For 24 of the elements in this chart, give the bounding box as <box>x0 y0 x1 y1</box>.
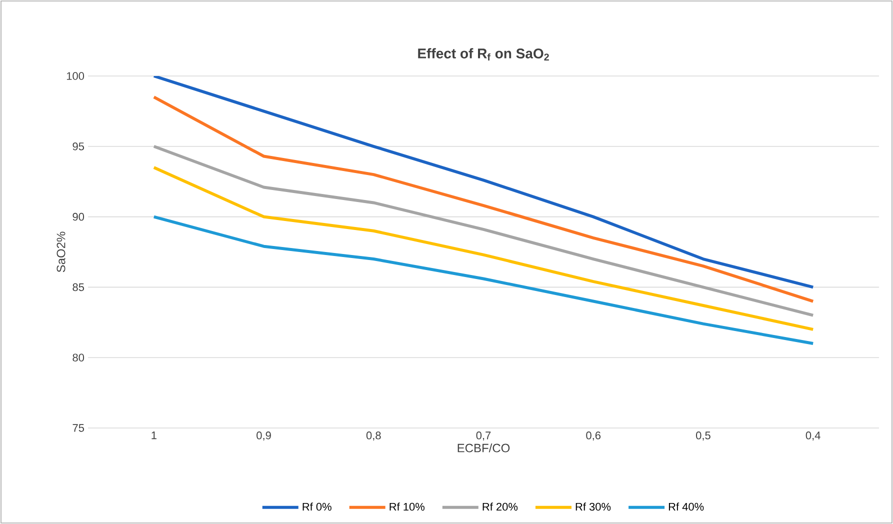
y-tick-label: 100 <box>66 72 84 80</box>
x-tick-label: 0,8 <box>366 432 381 441</box>
legend-label: Rf 30% <box>576 502 611 511</box>
legend-label: Rf 0% <box>302 502 332 511</box>
y-tick-label: 75 <box>72 424 84 432</box>
y-tick-label: 95 <box>72 142 84 150</box>
x-tick-label: 0,9 <box>256 432 271 441</box>
y-tick-label: 90 <box>72 212 84 221</box>
y-axis-title: SaO2% <box>56 232 66 272</box>
legend-label: Rf 40% <box>668 502 704 511</box>
y-tick-label: 85 <box>72 283 84 292</box>
legend-label: Rf 20% <box>482 502 518 511</box>
x-tick-label: 1 <box>152 432 156 440</box>
line-series <box>152 215 815 346</box>
chart-title: Effect of R$_{f}$ on SaO$_{2}$ <box>418 48 549 60</box>
line-series <box>152 166 815 331</box>
x-tick-label: 0,6 <box>586 432 601 441</box>
legend-label: Rf 10% <box>390 502 424 511</box>
line-series <box>152 144 815 317</box>
x-tick-label: 0,5 <box>696 432 710 441</box>
y-tick-label: 80 <box>72 354 84 362</box>
x-tick-label: 0,7 <box>476 432 491 441</box>
x-axis-title: ECBF/CO <box>458 443 510 452</box>
x-tick-label: 0,4 <box>806 432 820 441</box>
